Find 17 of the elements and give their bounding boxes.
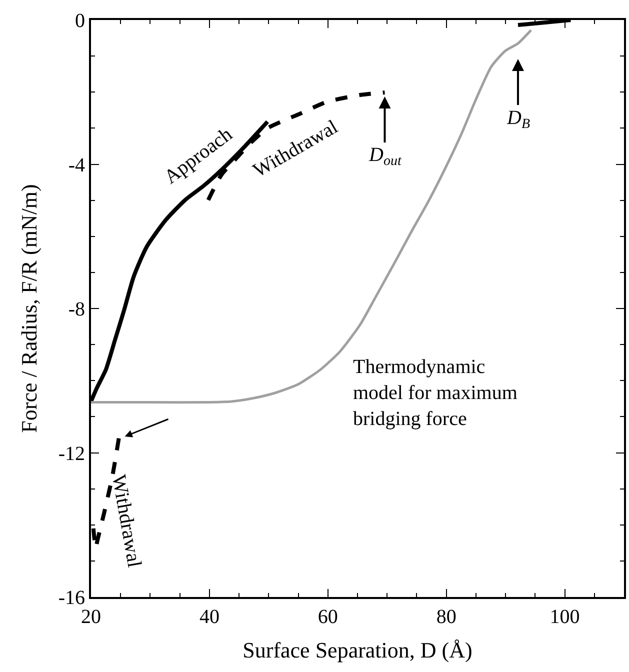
- x-tick-label: 100: [550, 606, 580, 628]
- x-tick-label: 80: [436, 606, 456, 628]
- x-axis-title: Surface Separation, D (Å): [242, 637, 472, 662]
- y-axis-title: Force / Radius, F/R (mN/m): [16, 184, 42, 433]
- y-tick-label: -12: [58, 442, 85, 465]
- annotation: D$_{out}$: [368, 144, 402, 170]
- y-tick-label: 0: [75, 10, 85, 32]
- text: Withdrawal: [107, 473, 146, 570]
- annotation: D$_{B}$: [506, 107, 530, 132]
- line-series: [91, 28, 532, 404]
- y-tick-label: -8: [68, 298, 85, 320]
- y-tick-label: -16: [58, 587, 85, 609]
- x-tick-label: 60: [318, 606, 338, 628]
- x-tick-label: 20: [81, 606, 101, 628]
- x-tick-label: 40: [199, 606, 220, 628]
- series-label: Thermodynamic model for maximum bridging force: [353, 356, 518, 430]
- y-tick-label: -4: [68, 154, 85, 176]
